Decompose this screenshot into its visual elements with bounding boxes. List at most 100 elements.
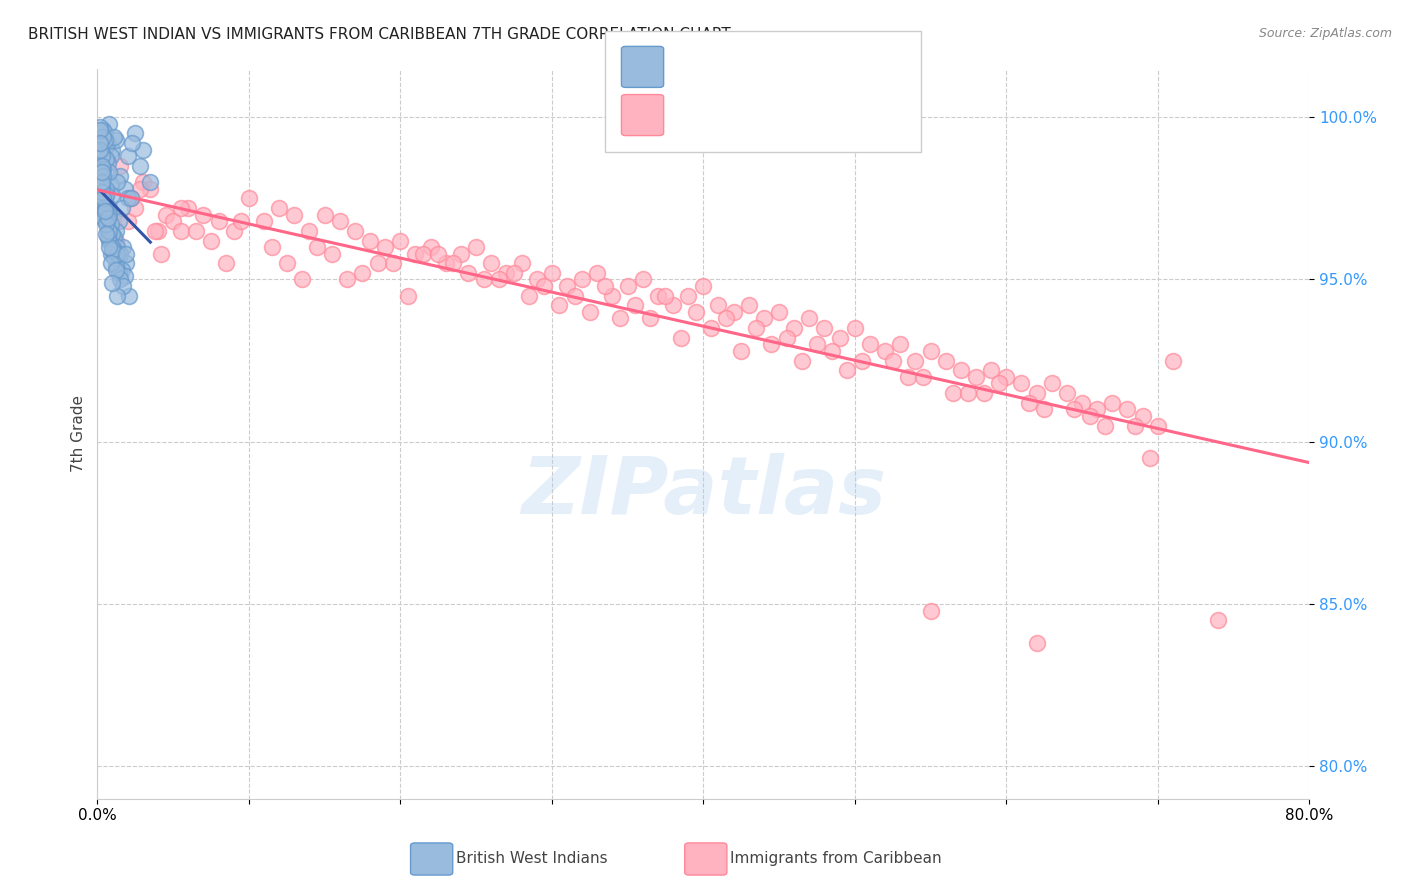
Point: [94, 191, 117, 205]
Point: [1071, 396, 1094, 410]
Point: [723, 305, 745, 319]
Point: [662, 298, 685, 312]
Point: [90, 185, 112, 199]
Point: [96, 139, 118, 153]
Point: [98, 240, 121, 254]
Point: [184, 224, 207, 238]
Point: [441, 256, 464, 270]
Point: [93, 191, 115, 205]
Point: [495, 266, 517, 280]
Point: [177, 201, 200, 215]
Point: [93, 162, 115, 177]
Point: [94, 133, 117, 147]
Point: [503, 266, 526, 280]
Point: [602, 289, 624, 303]
Point: [143, 224, 166, 238]
Point: [101, 244, 124, 258]
Point: [260, 240, 283, 254]
Point: [97, 224, 120, 238]
Point: [412, 246, 434, 260]
Point: [488, 272, 510, 286]
Point: [450, 246, 472, 260]
Point: [1208, 613, 1230, 627]
Point: [253, 214, 276, 228]
Text: N =: N =: [794, 108, 824, 122]
Point: [676, 289, 699, 303]
Point: [904, 353, 927, 368]
Point: [114, 269, 136, 284]
Point: [97, 136, 120, 151]
Point: [305, 240, 328, 254]
Point: [1018, 396, 1040, 410]
Point: [124, 127, 146, 141]
Point: [837, 363, 859, 377]
Point: [314, 208, 336, 222]
Point: [859, 337, 882, 351]
Point: [935, 353, 957, 368]
Point: [367, 256, 389, 270]
Point: [98, 234, 121, 248]
Point: [120, 191, 142, 205]
Point: [98, 165, 121, 179]
Point: [98, 117, 121, 131]
Point: [352, 266, 374, 280]
Point: [103, 250, 125, 264]
Point: [609, 311, 631, 326]
Point: [105, 175, 128, 189]
Point: [761, 337, 783, 351]
Point: [89, 123, 111, 137]
Point: [336, 272, 359, 286]
Point: [89, 136, 111, 151]
Point: [593, 279, 616, 293]
Point: [101, 240, 124, 254]
Point: [110, 262, 132, 277]
Point: [973, 386, 995, 401]
Point: [631, 272, 654, 286]
Point: [103, 244, 125, 258]
Point: [97, 155, 120, 169]
Point: [1033, 402, 1056, 417]
Point: [434, 256, 457, 270]
Point: [980, 363, 1002, 377]
Point: [616, 279, 638, 293]
Point: [222, 224, 245, 238]
Point: [104, 260, 127, 274]
Point: [700, 321, 723, 335]
Point: [965, 369, 987, 384]
Point: [93, 123, 115, 137]
Point: [107, 214, 129, 228]
Text: N =: N =: [794, 60, 824, 74]
Text: ZIPatlas: ZIPatlas: [520, 453, 886, 531]
Point: [108, 169, 131, 183]
Point: [1025, 636, 1047, 650]
Point: [828, 331, 851, 345]
Point: [94, 204, 117, 219]
Point: [359, 234, 381, 248]
Point: [90, 159, 112, 173]
Point: [882, 353, 904, 368]
Point: [571, 272, 593, 286]
Point: [128, 181, 150, 195]
Point: [108, 272, 131, 286]
Point: [238, 191, 260, 205]
Point: [957, 386, 980, 401]
Point: [745, 321, 768, 335]
Point: [132, 175, 155, 189]
Point: [118, 289, 141, 303]
Point: [193, 208, 215, 222]
Point: [479, 256, 502, 270]
Point: [654, 289, 676, 303]
Point: [381, 256, 404, 270]
Text: R =: R =: [668, 108, 696, 122]
Point: [104, 262, 127, 277]
Point: [105, 289, 128, 303]
Point: [100, 256, 122, 270]
Point: [90, 175, 112, 189]
Point: [94, 201, 117, 215]
Point: [94, 208, 117, 222]
Point: [321, 246, 343, 260]
Point: [108, 246, 131, 260]
Point: [457, 266, 479, 280]
Point: [685, 305, 707, 319]
Point: [1146, 418, 1168, 433]
